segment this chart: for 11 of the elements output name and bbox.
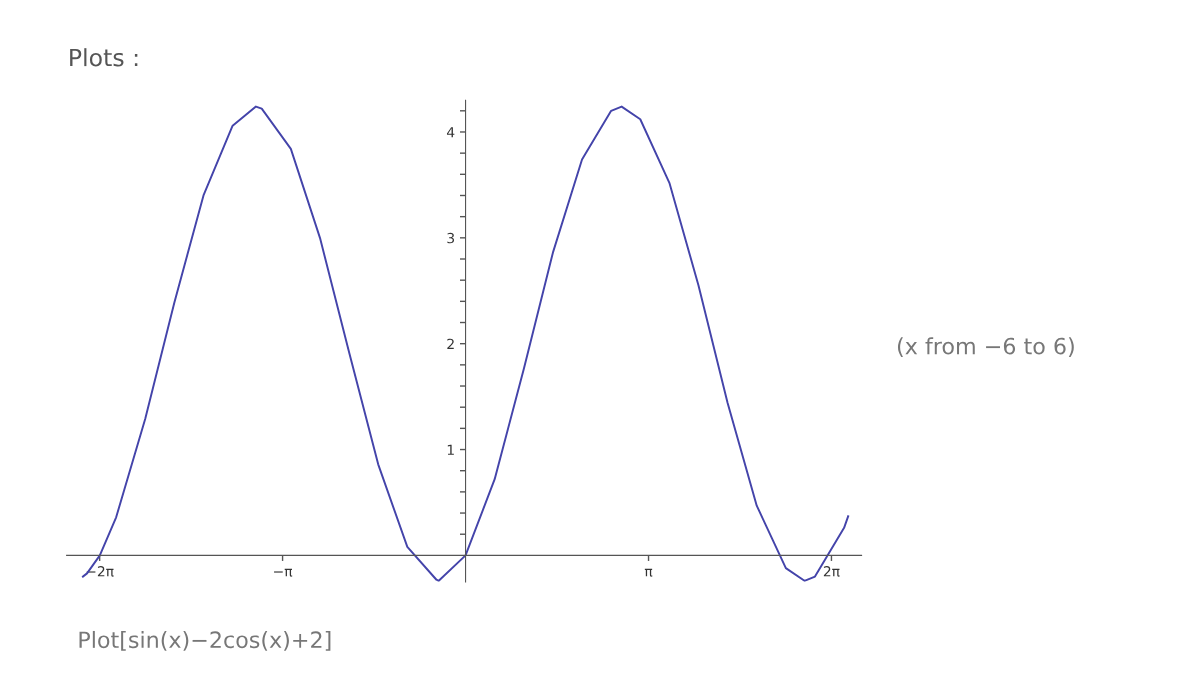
x-tick-label: π bbox=[644, 568, 653, 577]
text: (x from −6 to 6) bbox=[897, 337, 1074, 358]
y-tick-label: 1 bbox=[447, 444, 454, 455]
y-tick-label: 4 bbox=[446, 127, 455, 138]
line-series bbox=[81, 105, 850, 582]
y-tick-label: 2 bbox=[447, 338, 454, 349]
y-tick-label: 3 bbox=[447, 232, 455, 244]
x-tick-label: 2π bbox=[823, 566, 840, 577]
chart-title: Plots : bbox=[70, 48, 138, 67]
x-tick-label: −π bbox=[274, 568, 293, 577]
text: Plot[sin(x)−2cos(x)+2] bbox=[79, 630, 331, 651]
